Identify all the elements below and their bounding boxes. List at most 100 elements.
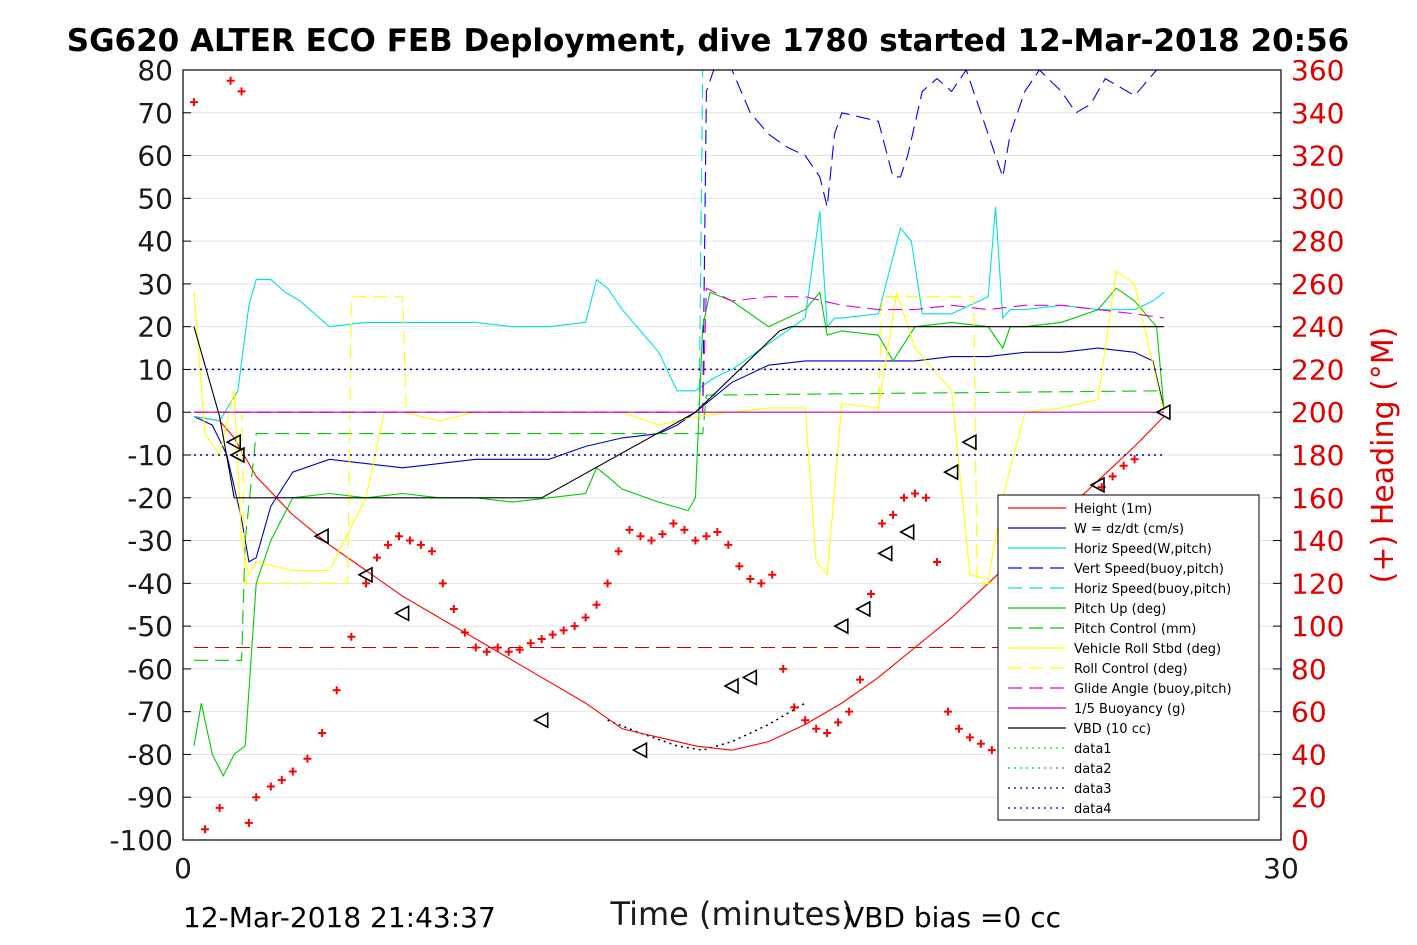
y-tick-label: -30 bbox=[127, 525, 173, 558]
heading-point bbox=[790, 703, 799, 712]
legend: Height (1m) W = dz/dt (cm/s) Horiz Speed(W… bbox=[997, 494, 1260, 821]
y-tick-label: -70 bbox=[127, 696, 173, 729]
heading-point bbox=[570, 622, 579, 631]
series-line-1 bbox=[193, 347, 1165, 563]
y-tick-label: -10 bbox=[127, 439, 173, 472]
heading-point bbox=[757, 579, 766, 588]
heading-point bbox=[669, 519, 678, 528]
depth-marker bbox=[1089, 476, 1105, 494]
depth-marker bbox=[961, 433, 977, 451]
heading-point bbox=[691, 536, 700, 545]
depth-marker bbox=[225, 433, 242, 451]
heading-point bbox=[189, 98, 198, 107]
series-line-5 bbox=[193, 287, 1165, 778]
heading-point bbox=[581, 613, 590, 622]
series-line-6 bbox=[194, 390, 1164, 661]
depth-marker bbox=[855, 600, 871, 618]
heading-point bbox=[845, 707, 854, 716]
heading-point bbox=[943, 707, 952, 716]
y-right-tick-label: 200 bbox=[1291, 396, 1344, 429]
y-tick-label: 70 bbox=[137, 97, 173, 130]
series-line-11 bbox=[193, 326, 1164, 499]
heading-point bbox=[1119, 461, 1128, 470]
heading-point bbox=[965, 733, 974, 742]
heading-point bbox=[658, 530, 667, 539]
y-tick-label: 50 bbox=[137, 182, 173, 215]
heading-point bbox=[427, 547, 436, 556]
heading-point bbox=[438, 579, 447, 588]
footer-vbd-bias: VBD bias =0 cc bbox=[845, 901, 1061, 934]
heading-point bbox=[526, 639, 535, 648]
depth-marker bbox=[1155, 403, 1171, 421]
legend-label: data2 bbox=[1074, 762, 1112, 777]
y-right-tick-label: 340 bbox=[1291, 97, 1344, 130]
heading-point bbox=[405, 536, 414, 545]
x-tick-label: 0 bbox=[174, 852, 192, 885]
heading-point bbox=[252, 793, 261, 802]
y-right-tick-label: 260 bbox=[1291, 268, 1344, 301]
heading-point bbox=[680, 525, 689, 534]
y-right-tick-label: 0 bbox=[1291, 824, 1309, 857]
y-tick-label: -100 bbox=[109, 824, 173, 857]
legend-label: Pitch Control (mm) bbox=[1074, 622, 1196, 637]
heading-point bbox=[372, 553, 381, 562]
heading-point bbox=[303, 754, 312, 763]
legend-label: Horiz Speed(W,pitch) bbox=[1074, 542, 1212, 557]
heading-point bbox=[900, 493, 909, 502]
heading-point bbox=[932, 557, 941, 566]
chart-title: SG620 ALTER ECO FEB Deployment, dive 178… bbox=[67, 23, 1349, 59]
y-right-tick-label: 60 bbox=[1291, 696, 1327, 729]
legend-label: VBD (10 cc) bbox=[1074, 722, 1151, 737]
y-right-tick-label: 80 bbox=[1291, 653, 1327, 686]
y-right-tick-label: 360 bbox=[1291, 54, 1344, 87]
heading-point bbox=[347, 632, 356, 641]
heading-point bbox=[976, 739, 985, 748]
series-line-8 bbox=[194, 296, 1164, 584]
y-tick-label: 0 bbox=[155, 396, 173, 429]
depth-marker bbox=[393, 604, 410, 622]
depth-marker bbox=[723, 677, 739, 695]
heading-point bbox=[493, 643, 502, 652]
heading-point bbox=[318, 729, 327, 738]
series-line-3 bbox=[194, 70, 1158, 413]
y-right-tick-label: 280 bbox=[1291, 225, 1344, 258]
heading-point bbox=[362, 579, 370, 588]
legend-label: Vert Speed(buoy,pitch) bbox=[1074, 562, 1224, 577]
depth-marker bbox=[942, 463, 959, 481]
heading-point bbox=[834, 718, 843, 727]
heading-point bbox=[471, 643, 480, 652]
x-axis-ticks: 0 30 bbox=[174, 832, 1299, 885]
heading-point bbox=[823, 729, 832, 738]
heading-point bbox=[867, 590, 876, 599]
heading-point bbox=[332, 686, 341, 695]
y-tick-label: -90 bbox=[127, 781, 173, 814]
heading-point bbox=[647, 536, 656, 545]
heading-point bbox=[244, 818, 253, 827]
heading-point bbox=[416, 540, 425, 549]
heading-point bbox=[724, 540, 733, 549]
y-right-tick-label: 320 bbox=[1291, 140, 1344, 173]
heading-point bbox=[889, 510, 898, 519]
y-right-tick-label: 140 bbox=[1291, 525, 1344, 558]
y-tick-label: 10 bbox=[137, 353, 173, 386]
heading-point bbox=[537, 634, 546, 643]
heading-point bbox=[237, 87, 246, 96]
extra-line-1 bbox=[607, 702, 806, 751]
right-axis-ticks: 3603403203002802602402202001801601401201… bbox=[1273, 54, 1344, 857]
depth-marker bbox=[532, 711, 549, 729]
legend-label: W = dz/dt (cm/s) bbox=[1074, 522, 1184, 537]
depth-marker bbox=[741, 669, 758, 686]
heading-point bbox=[1108, 472, 1117, 481]
legend-box bbox=[997, 494, 1260, 821]
heading-point bbox=[1130, 455, 1139, 464]
heading-point bbox=[603, 579, 612, 588]
heading-point bbox=[768, 570, 777, 579]
y-right-tick-label: 240 bbox=[1291, 311, 1344, 344]
y-right-tick-label: 100 bbox=[1291, 610, 1344, 643]
heading-point bbox=[878, 519, 887, 528]
depth-marker bbox=[229, 446, 245, 464]
heading-point bbox=[383, 540, 392, 549]
heading-point bbox=[200, 825, 209, 834]
y-right-tick-label: 160 bbox=[1291, 482, 1344, 515]
legend-label: data4 bbox=[1074, 802, 1112, 817]
